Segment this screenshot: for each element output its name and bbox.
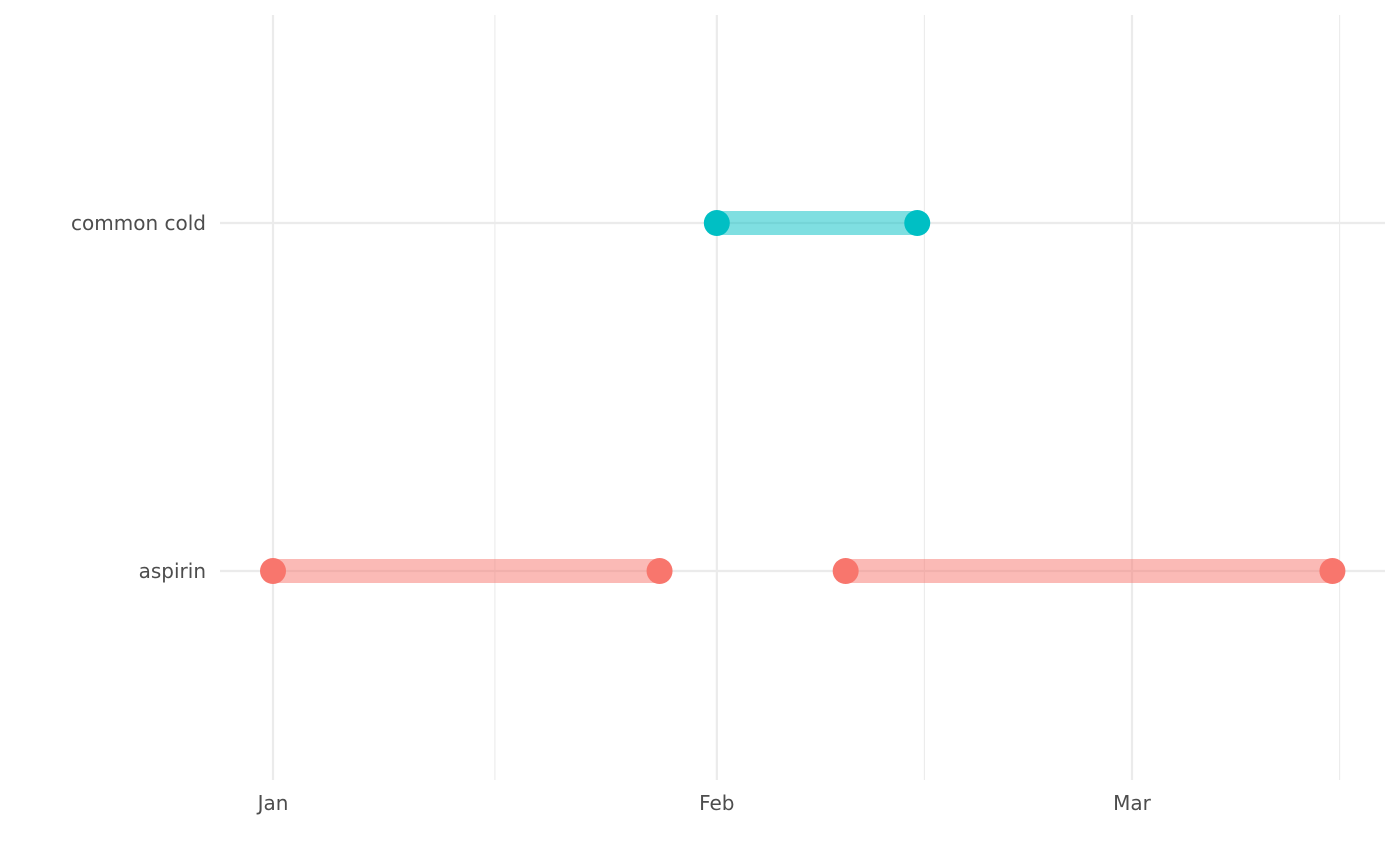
segment-endpoint bbox=[260, 558, 286, 584]
minor-gridlines bbox=[494, 15, 1341, 780]
segment-endpoint bbox=[832, 558, 859, 584]
segments bbox=[273, 211, 1333, 583]
segment-endpoint bbox=[703, 210, 730, 236]
segment-endpoint bbox=[646, 558, 673, 584]
y-axis-labels: aspirin common cold bbox=[71, 211, 206, 583]
x-tick-label: Feb bbox=[699, 791, 734, 815]
x-tick-label: Jan bbox=[256, 791, 289, 815]
major-gridlines bbox=[220, 15, 1385, 780]
y-tick-label: common cold bbox=[71, 211, 206, 235]
segment-endpoint bbox=[904, 210, 931, 236]
x-tick-label: Mar bbox=[1113, 791, 1152, 815]
x-axis-labels: Jan Feb Mar bbox=[256, 791, 1152, 815]
segment-endpoint bbox=[1319, 558, 1346, 584]
points bbox=[260, 210, 1346, 584]
y-tick-label: aspirin bbox=[139, 559, 206, 583]
